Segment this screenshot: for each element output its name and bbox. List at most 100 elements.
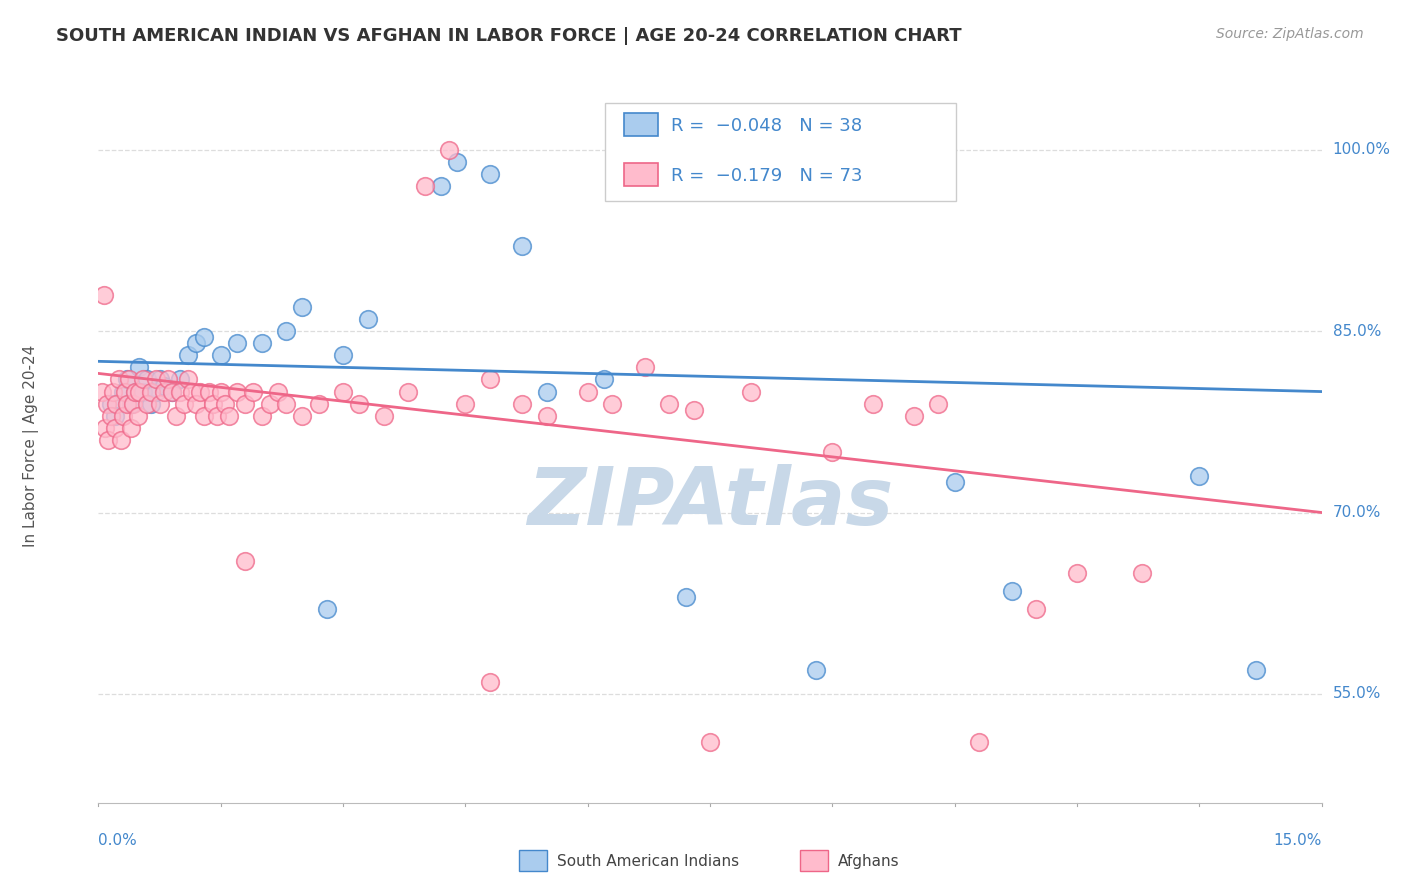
Point — [120, 397, 142, 411]
Text: 0.0%: 0.0% — [98, 833, 138, 848]
Point — [186, 336, 208, 351]
Text: ZIPAtlas: ZIPAtlas — [527, 464, 893, 542]
Point — [188, 384, 212, 399]
Point — [201, 397, 224, 411]
Point — [967, 735, 990, 749]
Point — [145, 372, 167, 386]
Point — [250, 409, 273, 423]
Point — [821, 445, 844, 459]
Point — [120, 421, 142, 435]
Point — [1001, 584, 1024, 599]
Point — [149, 397, 172, 411]
Point — [186, 397, 208, 411]
Point — [446, 154, 468, 169]
Point — [141, 397, 163, 411]
Point — [177, 348, 200, 362]
Point — [1188, 469, 1211, 483]
Point — [682, 402, 704, 417]
Point — [274, 324, 297, 338]
Point — [332, 384, 354, 399]
Point — [308, 397, 330, 411]
Point — [413, 178, 436, 193]
Point — [512, 239, 534, 253]
Text: 70.0%: 70.0% — [1333, 505, 1381, 520]
Point — [740, 384, 762, 399]
Text: Afghans: Afghans — [838, 855, 900, 869]
Text: R =  −0.179   N = 73: R = −0.179 N = 73 — [671, 167, 862, 185]
Point — [100, 409, 122, 423]
Point — [209, 384, 232, 399]
Point — [145, 384, 167, 399]
Point — [478, 167, 501, 181]
Text: 85.0%: 85.0% — [1333, 324, 1381, 339]
Point — [259, 397, 281, 411]
Point — [152, 378, 174, 392]
Point — [127, 409, 149, 423]
Point — [114, 384, 136, 399]
Point — [136, 397, 159, 411]
Point — [181, 384, 204, 399]
Point — [927, 397, 949, 411]
Point — [169, 384, 191, 399]
Point — [193, 409, 215, 423]
Point — [160, 384, 183, 399]
Point — [437, 143, 460, 157]
Point — [100, 397, 122, 411]
Point — [226, 336, 249, 351]
Text: 15.0%: 15.0% — [1274, 833, 1322, 848]
Point — [97, 433, 120, 447]
Point — [141, 384, 163, 399]
Point — [121, 397, 143, 411]
Point — [214, 397, 236, 411]
Point — [128, 384, 150, 399]
Point — [478, 372, 501, 386]
Point — [250, 336, 273, 351]
Point — [1025, 602, 1047, 616]
Point — [209, 348, 232, 362]
Point — [233, 554, 256, 568]
Point — [1066, 566, 1088, 580]
Point — [104, 421, 127, 435]
Point — [96, 397, 118, 411]
Point — [430, 178, 453, 193]
Point — [218, 409, 240, 423]
Point — [132, 384, 155, 399]
Point — [332, 348, 354, 362]
Text: 55.0%: 55.0% — [1333, 687, 1381, 701]
Point — [110, 433, 132, 447]
Point — [128, 360, 150, 375]
Point — [593, 372, 616, 386]
Point — [118, 372, 141, 386]
Point — [943, 475, 966, 490]
Point — [478, 674, 501, 689]
Point — [124, 384, 146, 399]
Point — [108, 372, 131, 386]
Point — [132, 372, 155, 386]
Point — [291, 409, 314, 423]
Point — [94, 421, 117, 435]
Point — [111, 409, 134, 423]
Point — [205, 409, 228, 423]
Point — [104, 409, 127, 423]
Point — [396, 384, 419, 399]
Point — [124, 384, 146, 399]
Point — [177, 372, 200, 386]
Point — [156, 372, 179, 386]
Point — [862, 397, 884, 411]
Point — [454, 397, 477, 411]
Point — [233, 397, 256, 411]
Point — [242, 384, 264, 399]
Point — [675, 590, 697, 604]
Point — [152, 384, 174, 399]
Point — [91, 384, 114, 399]
Text: 100.0%: 100.0% — [1333, 142, 1391, 157]
Point — [1130, 566, 1153, 580]
Point — [536, 409, 558, 423]
Point — [226, 384, 249, 399]
Point — [699, 735, 721, 749]
Point — [576, 384, 599, 399]
Point — [193, 330, 215, 344]
Point — [149, 372, 172, 386]
Point — [165, 409, 187, 423]
Point — [136, 372, 159, 386]
